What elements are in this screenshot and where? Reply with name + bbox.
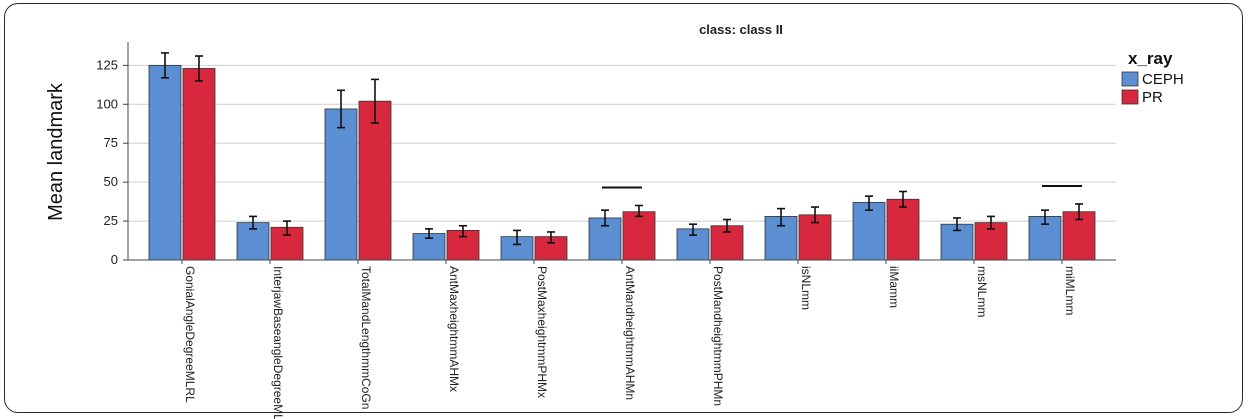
error-bars [161,52,1083,246]
y-tick-label: 125 [96,57,118,72]
x-tick-label: PostMaxheightmmPHMx [535,266,549,398]
x-tick-label: PostMandheightmmPHMn [711,266,725,406]
bar-pr [886,198,920,261]
x-tick-label: AntMandheightmmAHMn [623,266,637,400]
y-tick-label: 25 [104,213,118,228]
x-tick-label: msNLmm [975,266,989,317]
x-tick-label: InterjawBaseangleDegreeMLNL [271,266,285,419]
y-tick-label: 75 [104,135,118,150]
bar-ceph [324,108,358,261]
bar-ceph [852,201,886,261]
x-tick-label: isNLmm [799,266,813,310]
legend-title: x_ray [1128,49,1173,68]
x-axis-labels: GonialAngleDegreeMLRL InterjawBaseangleDe… [181,260,1077,419]
y-tick-label: 50 [104,174,118,189]
gridlines [128,64,1116,222]
x-tick-label: miMLmm [1063,266,1077,315]
y-tick-label: 100 [96,96,118,111]
bar-ceph [148,64,182,261]
bar-pr [358,100,392,261]
legend-label-pr: PR [1142,89,1163,106]
y-axis-label: Mean landmark [45,82,67,221]
x-tick-label: iiMamm [887,266,901,308]
y-axis-ticks: 0 25 50 75 100 125 [96,57,128,267]
annotation-lines [602,184,1082,189]
y-tick-label: 0 [111,252,118,267]
legend-swatch-ceph [1121,71,1139,87]
chart-title: class: class II [699,22,783,37]
legend-label-ceph: CEPH [1142,71,1184,88]
legend-swatch-pr [1121,89,1139,105]
x-tick-label: GonialAngleDegreeMLRL [183,266,197,403]
bar-pr [182,68,216,261]
bar-pr [622,211,656,261]
x-tick-label: AntMaxheightmmAHMx [447,266,461,392]
x-tick-label: TotalMandLengthmmCoGn [359,266,373,409]
